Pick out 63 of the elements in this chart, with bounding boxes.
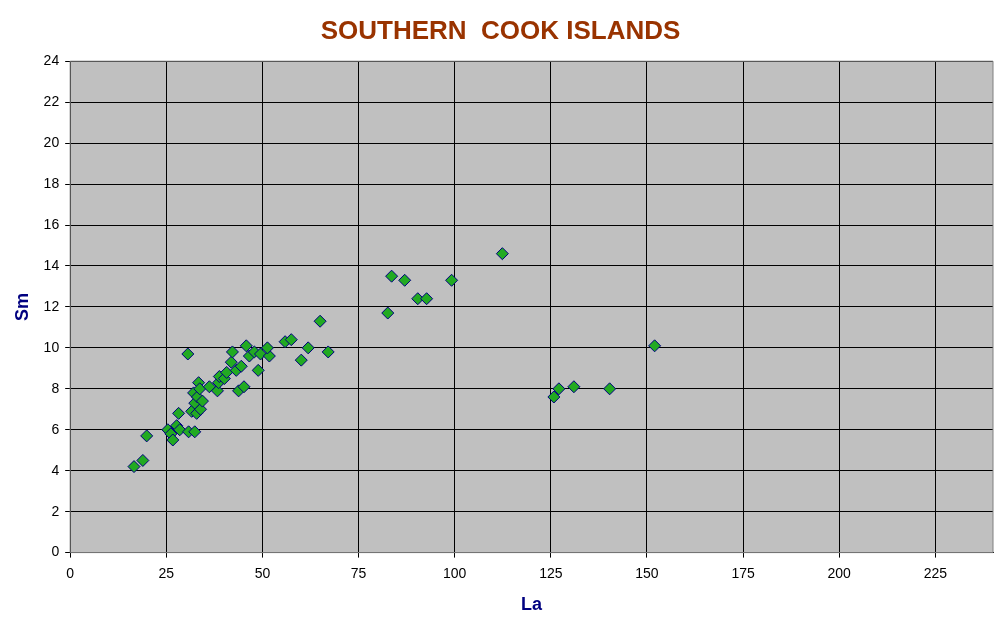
point [254,347,268,361]
point [284,333,298,347]
point [181,347,195,361]
point [398,273,412,287]
y-tick-label: 12 [43,297,60,314]
point [251,363,265,377]
point [136,453,150,467]
point [301,341,315,355]
x-tick-label: 150 [635,564,659,581]
point [193,382,207,396]
point [321,345,335,359]
point [173,423,187,437]
point [445,273,459,287]
point [210,384,224,398]
y-tick-label: 24 [43,52,60,69]
point [188,425,202,439]
point [224,355,238,369]
x-tick-label: 125 [539,564,563,581]
point [239,339,253,353]
point [225,345,239,359]
y-tick-label: 2 [51,502,60,519]
x-tick-label: 200 [827,564,852,581]
point [140,429,154,443]
point [603,382,617,396]
point [172,406,186,420]
point [237,380,251,394]
point [195,394,209,408]
y-tick-label: 10 [43,338,60,355]
point [547,390,561,404]
x-tick-label: 100 [443,564,467,581]
point [552,382,566,396]
x-tick-label: 50 [254,564,271,581]
point [420,292,434,306]
point [495,247,509,261]
y-tick-label: 20 [43,133,60,150]
y-tick-label: 22 [43,93,60,110]
x-tick-label: 0 [66,564,75,581]
y-tick-label: 8 [51,379,60,396]
point [127,460,141,474]
y-tick-label: 14 [43,256,60,273]
point [166,433,180,447]
y-tick-label: 16 [43,215,60,232]
y-tick-label: 6 [51,420,60,437]
y-tick-label: 4 [51,461,60,478]
x-tick-label: 75 [350,564,367,581]
point [648,339,662,353]
point [313,314,327,328]
y-axis-title: Sm [11,292,32,321]
point [220,365,234,379]
point [385,269,399,283]
x-axis-title: La [521,594,544,615]
x-tick-label: 225 [923,564,948,581]
x-tick-label: 25 [158,564,175,581]
point [381,306,395,320]
y-tick-label: 0 [51,543,60,560]
point [260,341,274,355]
point [234,359,248,373]
y-tick-label: 18 [43,174,60,191]
chart-title: SOUTHERN COOK ISLANDS [320,14,681,45]
point [294,353,308,367]
x-tick-label: 175 [731,564,755,581]
point [567,380,581,394]
point [202,380,216,394]
